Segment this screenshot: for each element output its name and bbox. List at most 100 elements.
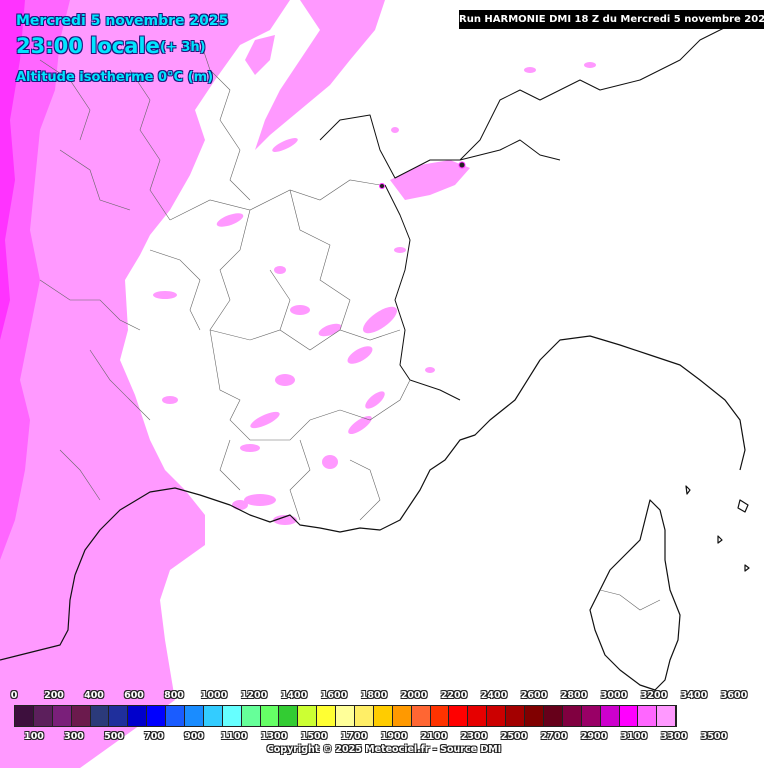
legend-label-bottom: 3500 xyxy=(700,731,728,742)
legend-label-top: 2000 xyxy=(400,690,428,701)
fill-ne-patch xyxy=(245,35,275,75)
legend-label-top: 1200 xyxy=(240,690,268,701)
legend-label-bottom: 300 xyxy=(64,731,84,742)
legend-label-top: 400 xyxy=(84,690,104,701)
border-swiss-north xyxy=(459,19,741,161)
legend-label-bottom: 1100 xyxy=(220,731,248,742)
legend-label-top: 3200 xyxy=(640,690,668,701)
legend-label-bottom: 1300 xyxy=(260,731,288,742)
scale-swatch xyxy=(166,706,186,726)
legend-label-bottom: 900 xyxy=(184,731,204,742)
isotherm-fill-areas xyxy=(0,0,596,768)
scale-swatch xyxy=(392,706,412,726)
coastlines xyxy=(0,335,750,691)
legend-label-top: 1400 xyxy=(280,690,308,701)
scale-swatch xyxy=(222,706,242,726)
copyright-text: Copyright © 2025 Meteociel.fr - Source D… xyxy=(266,744,502,755)
regional-borders xyxy=(39,39,661,611)
scale-swatch xyxy=(15,706,34,726)
legend-label-top: 3000 xyxy=(600,690,628,701)
legend-label-bottom: 2500 xyxy=(500,731,528,742)
scale-swatch xyxy=(657,706,677,726)
legend-label-top: 800 xyxy=(164,690,184,701)
border-france-swiss xyxy=(319,114,460,179)
legend-label-top: 2200 xyxy=(440,690,468,701)
scale-swatch xyxy=(298,706,318,726)
scale-swatch xyxy=(411,706,431,726)
forecast-time: 23:00 locale xyxy=(16,34,160,58)
legend-label-bottom: 1500 xyxy=(300,731,328,742)
legend-label-top: 1800 xyxy=(360,690,388,701)
forecast-offset: (+ 3h) xyxy=(160,40,206,55)
city-markers xyxy=(379,161,466,189)
legend-label-bottom: 3300 xyxy=(660,731,688,742)
fill-west-strong xyxy=(0,0,25,340)
legend-label-top: 2800 xyxy=(560,690,588,701)
coast-languedoc-provence xyxy=(74,335,746,576)
fill-west-light xyxy=(0,0,290,768)
scale-swatch xyxy=(33,706,53,726)
fill-north-plume xyxy=(255,0,385,150)
scale-swatch xyxy=(487,706,507,726)
legend-label-bottom: 3100 xyxy=(620,731,648,742)
scale-swatch xyxy=(430,706,450,726)
scale-swatch xyxy=(336,706,356,726)
scale-swatch xyxy=(203,706,223,726)
coast-corsica xyxy=(589,499,681,691)
legend-label-top: 2600 xyxy=(520,690,548,701)
coast-roussillon xyxy=(0,574,76,661)
scale-swatch xyxy=(109,706,129,726)
run-banner: Run HARMONIE DMI 18 Z du Mercredi 5 nove… xyxy=(459,10,768,29)
scale-swatch xyxy=(279,706,299,726)
scale-swatch xyxy=(317,706,337,726)
fill-scattered-patches xyxy=(153,51,596,525)
scale-swatch xyxy=(147,706,167,726)
border-france-italy xyxy=(384,184,461,401)
legend-label-bottom: 1700 xyxy=(340,731,368,742)
scale-swatch xyxy=(90,706,110,726)
legend-label-top: 1000 xyxy=(200,690,228,701)
scale-swatch xyxy=(562,706,582,726)
scale-swatch xyxy=(638,706,658,726)
fill-geneva xyxy=(390,160,470,200)
scale-swatch xyxy=(619,706,639,726)
scale-swatch xyxy=(373,706,393,726)
legend-label-bottom: 500 xyxy=(104,731,124,742)
scale-swatch xyxy=(185,706,204,726)
legend-label-top: 200 xyxy=(44,690,64,701)
legend-label-bottom: 1900 xyxy=(380,731,408,742)
scale-swatch xyxy=(71,706,91,726)
scale-swatch xyxy=(543,706,563,726)
legend-label-top: 2400 xyxy=(480,690,508,701)
legend-label-bottom: 2300 xyxy=(460,731,488,742)
coast-islets xyxy=(685,485,750,572)
scale-swatch xyxy=(52,706,72,726)
scale-swatch xyxy=(449,706,469,726)
scale-swatch xyxy=(260,706,280,726)
scale-swatch xyxy=(600,706,620,726)
legend-label-bottom: 2100 xyxy=(420,731,448,742)
scale-swatch xyxy=(525,706,544,726)
scale-swatch xyxy=(355,706,374,726)
scale-swatch xyxy=(241,706,261,726)
scale-swatch xyxy=(506,706,526,726)
scale-swatch xyxy=(468,706,488,726)
forecast-date: Mercredi 5 novembre 2025 xyxy=(16,13,229,29)
legend-label-bottom: 2700 xyxy=(540,731,568,742)
legend-label-top: 0 xyxy=(10,690,18,701)
color-scale-bar xyxy=(14,705,678,727)
parameter-title: Altitude isotherme 0°C (m) xyxy=(16,70,214,85)
national-borders xyxy=(319,19,741,401)
legend-label-bottom: 700 xyxy=(144,731,164,742)
fill-west-medium xyxy=(0,0,70,560)
scale-swatch xyxy=(128,706,148,726)
legend-label-top: 600 xyxy=(124,690,144,701)
border-swiss-south xyxy=(459,139,561,161)
legend-label-top: 3400 xyxy=(680,690,708,701)
legend-label-bottom: 2900 xyxy=(580,731,608,742)
scale-swatch xyxy=(581,706,601,726)
legend-label-top: 3600 xyxy=(720,690,748,701)
legend-label-top: 1600 xyxy=(320,690,348,701)
legend-label-bottom: 100 xyxy=(24,731,44,742)
